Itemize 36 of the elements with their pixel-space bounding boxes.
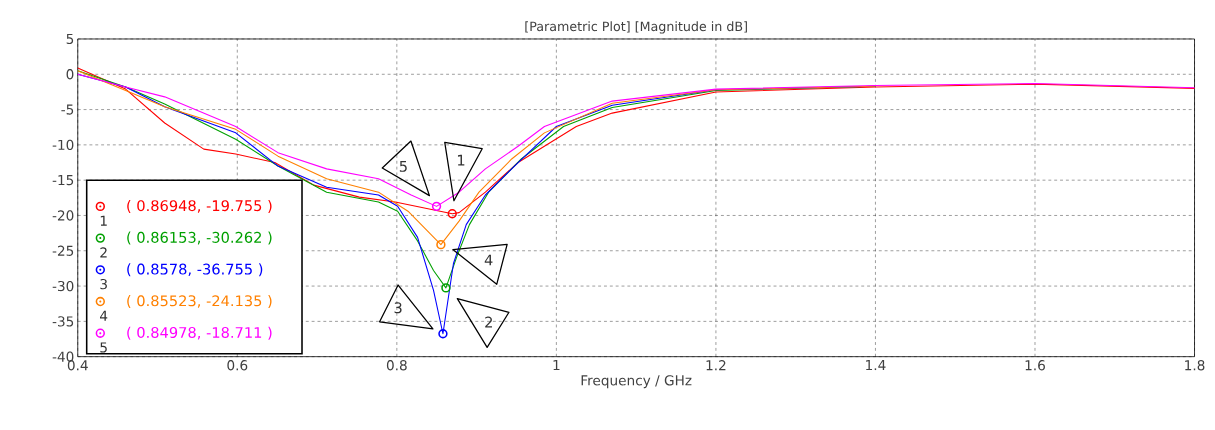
text: 4: [484, 254, 493, 266]
text: 3: [394, 302, 402, 314]
x-tick-label: 0.6: [227, 360, 248, 371]
x-tick-label: 1.8: [1185, 360, 1205, 371]
y-tick-label: -20: [52, 210, 74, 221]
y-tick-label: -15: [52, 175, 74, 186]
y-tick-label: -5: [61, 104, 74, 115]
annotation: ( 0.86948, -19.755 ): [127, 200, 272, 214]
x-tick-label: 1.2: [706, 360, 726, 371]
y-tick-label: -40: [52, 351, 74, 362]
text: 2: [485, 316, 492, 328]
y-tick-label: 5: [66, 34, 74, 45]
chart-title: [Parametric Plot] [Magnitude in dB]: [525, 21, 747, 34]
legend-label: 3: [100, 279, 107, 290]
annotation: ( 0.86153, -30.262 ): [127, 231, 272, 245]
x-tick-label: 1: [553, 360, 560, 371]
y-tick-label: -35: [52, 316, 74, 327]
y-tick-label: -25: [52, 245, 74, 257]
x-tick-label: 1.4: [866, 360, 886, 371]
y-tick-label: 0: [66, 69, 74, 80]
y-tick-label: -10: [52, 139, 74, 151]
y-tick-label: -30: [52, 281, 74, 292]
x-tick-label: 0.8: [386, 360, 407, 371]
x-tick-label: 0.4: [67, 360, 88, 371]
annotation: ( 0.85523, -24.135 ): [127, 295, 272, 309]
legend-label: 5: [100, 342, 107, 353]
x-axis-title: Frequency / GHz: [581, 375, 692, 389]
legend-label: 4: [100, 310, 108, 321]
line-series: [77, 70, 876, 246]
legend-label: 2: [100, 247, 107, 258]
legend-label: 1: [100, 215, 107, 226]
x-tick-label: 1.6: [1025, 360, 1045, 371]
text: 5: [399, 161, 407, 172]
text: 1: [457, 154, 465, 166]
annotation: ( 0.84978, -18.711 ): [127, 326, 272, 340]
annotation: ( 0.8578, -36.755 ): [127, 263, 263, 277]
